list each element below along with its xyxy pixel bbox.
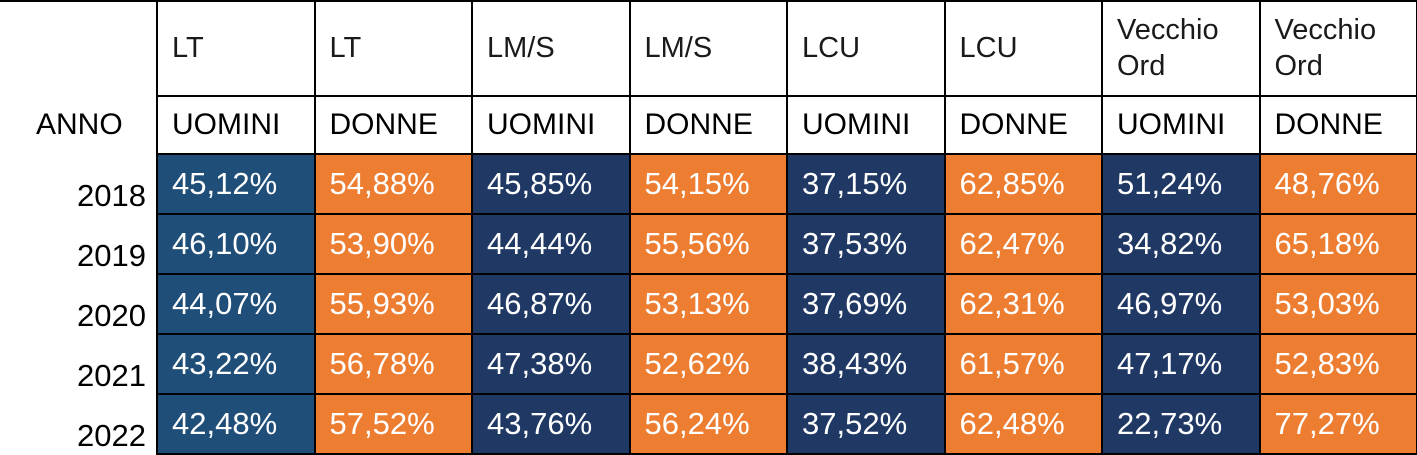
men-percentage-cell: 37,15% xyxy=(787,154,945,214)
women-percentage-cell: 77,27% xyxy=(1260,394,1417,454)
women-percentage-cell: 52,62% xyxy=(630,334,788,394)
women-percentage-cell: 52,83% xyxy=(1260,334,1417,394)
women-percentage-cell: 55,93% xyxy=(315,274,473,334)
men-percentage-cell: 46,97% xyxy=(1102,274,1260,334)
women-percentage-cell: 56,24% xyxy=(630,394,788,454)
gender-header-cell: UOMINI xyxy=(472,96,630,154)
women-percentage-cell: 56,78% xyxy=(315,334,473,394)
program-header-cell: LT xyxy=(315,1,473,96)
women-percentage-cell: 53,90% xyxy=(315,214,473,274)
year-cell: 2022 xyxy=(0,394,157,454)
women-percentage-cell: 57,52% xyxy=(315,394,473,454)
program-header-cell: LCU xyxy=(945,1,1103,96)
gender-header-row: ANNO UOMINI DONNE UOMINI DONNE UOMINI DO… xyxy=(0,96,1417,154)
women-percentage-cell: 61,57% xyxy=(945,334,1103,394)
men-percentage-cell: 22,73% xyxy=(1102,394,1260,454)
gender-header-cell: UOMINI xyxy=(1102,96,1260,154)
men-percentage-cell: 46,10% xyxy=(157,214,315,274)
men-percentage-cell: 44,07% xyxy=(157,274,315,334)
men-percentage-cell: 45,85% xyxy=(472,154,630,214)
women-percentage-cell: 62,47% xyxy=(945,214,1103,274)
program-header-cell: LM/S xyxy=(472,1,630,96)
gender-header-cell: DONNE xyxy=(945,96,1103,154)
men-percentage-cell: 44,44% xyxy=(472,214,630,274)
gender-header-cell: UOMINI xyxy=(787,96,945,154)
program-header-cell: Vecchio Ord xyxy=(1260,1,1417,96)
women-percentage-cell: 62,48% xyxy=(945,394,1103,454)
table-row: 2022 42,48% 57,52% 43,76% 56,24% 37,52% … xyxy=(0,394,1417,454)
women-percentage-cell: 55,56% xyxy=(630,214,788,274)
table-row: 2021 43,22% 56,78% 47,38% 52,62% 38,43% … xyxy=(0,334,1417,394)
gender-header-cell: DONNE xyxy=(630,96,788,154)
women-percentage-cell: 53,13% xyxy=(630,274,788,334)
women-percentage-cell: 54,88% xyxy=(315,154,473,214)
header-corner-cell xyxy=(0,1,157,96)
women-percentage-cell: 62,85% xyxy=(945,154,1103,214)
men-percentage-cell: 47,17% xyxy=(1102,334,1260,394)
year-cell: 2018 xyxy=(0,154,157,214)
table-row: 2018 45,12% 54,88% 45,85% 54,15% 37,15% … xyxy=(0,154,1417,214)
women-percentage-cell: 62,31% xyxy=(945,274,1103,334)
men-percentage-cell: 34,82% xyxy=(1102,214,1260,274)
year-column-header: ANNO xyxy=(0,96,157,154)
program-header-cell: LM/S xyxy=(630,1,788,96)
gender-header-cell: DONNE xyxy=(1260,96,1417,154)
men-percentage-cell: 38,43% xyxy=(787,334,945,394)
men-percentage-cell: 45,12% xyxy=(157,154,315,214)
women-percentage-cell: 53,03% xyxy=(1260,274,1417,334)
men-percentage-cell: 37,53% xyxy=(787,214,945,274)
men-percentage-cell: 43,22% xyxy=(157,334,315,394)
women-percentage-cell: 65,18% xyxy=(1260,214,1417,274)
program-header-cell: LT xyxy=(157,1,315,96)
table-row: 2019 46,10% 53,90% 44,44% 55,56% 37,53% … xyxy=(0,214,1417,274)
program-header-cell: Vecchio Ord xyxy=(1102,1,1260,96)
men-percentage-cell: 51,24% xyxy=(1102,154,1260,214)
men-percentage-cell: 43,76% xyxy=(472,394,630,454)
women-percentage-cell: 54,15% xyxy=(630,154,788,214)
program-header-row: LT LT LM/S LM/S LCU LCU Vecchio Ord Vecc… xyxy=(0,1,1417,96)
men-percentage-cell: 42,48% xyxy=(157,394,315,454)
gender-header-cell: DONNE xyxy=(315,96,473,154)
program-header-cell: LCU xyxy=(787,1,945,96)
gender-header-cell: UOMINI xyxy=(157,96,315,154)
men-percentage-cell: 47,38% xyxy=(472,334,630,394)
year-cell: 2021 xyxy=(0,334,157,394)
women-percentage-cell: 48,76% xyxy=(1260,154,1417,214)
men-percentage-cell: 46,87% xyxy=(472,274,630,334)
men-percentage-cell: 37,52% xyxy=(787,394,945,454)
table-row: 2020 44,07% 55,93% 46,87% 53,13% 37,69% … xyxy=(0,274,1417,334)
year-cell: 2020 xyxy=(0,274,157,334)
men-percentage-cell: 37,69% xyxy=(787,274,945,334)
year-cell: 2019 xyxy=(0,214,157,274)
